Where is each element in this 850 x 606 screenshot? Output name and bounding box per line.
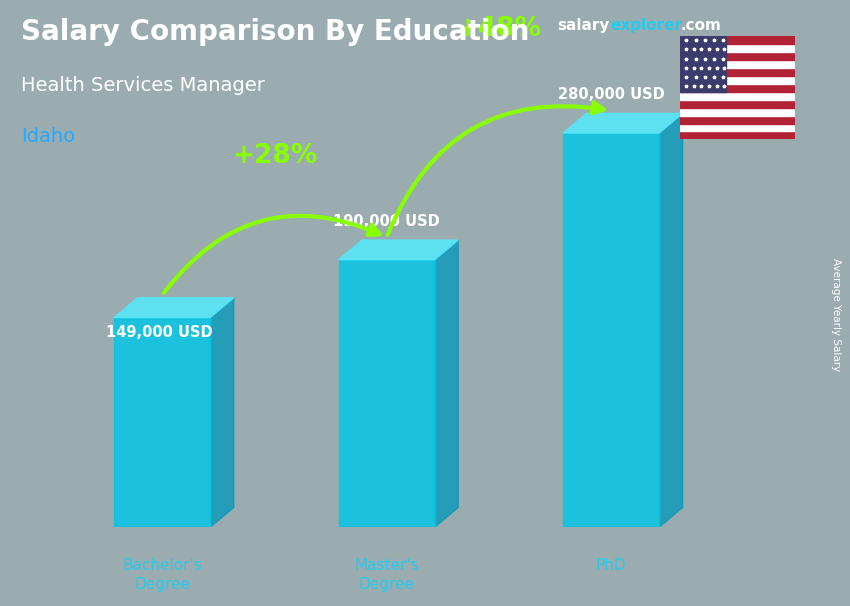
Text: .com: .com xyxy=(680,18,721,33)
Bar xyxy=(680,68,795,76)
Polygon shape xyxy=(563,113,683,133)
Bar xyxy=(680,124,795,132)
Polygon shape xyxy=(563,133,659,527)
Text: Average Yearly Salary: Average Yearly Salary xyxy=(831,259,842,371)
Text: Idaho: Idaho xyxy=(21,127,76,146)
Text: 190,000 USD: 190,000 USD xyxy=(333,214,440,229)
Text: 149,000 USD: 149,000 USD xyxy=(105,325,212,339)
Bar xyxy=(680,36,726,92)
Bar xyxy=(680,92,795,100)
Polygon shape xyxy=(659,113,683,527)
Text: Health Services Manager: Health Services Manager xyxy=(21,76,265,95)
Text: explorer: explorer xyxy=(610,18,683,33)
Bar xyxy=(680,84,795,92)
Polygon shape xyxy=(210,298,234,527)
Bar xyxy=(680,132,795,139)
Bar xyxy=(680,36,795,44)
Bar xyxy=(680,52,795,60)
Bar xyxy=(680,100,795,108)
Bar xyxy=(680,108,795,116)
Text: +48%: +48% xyxy=(456,16,541,42)
Polygon shape xyxy=(434,240,458,527)
Bar xyxy=(680,44,795,52)
Bar xyxy=(680,76,795,84)
Text: +28%: +28% xyxy=(232,142,317,168)
Text: Master's
Degree: Master's Degree xyxy=(354,558,419,592)
Text: salary: salary xyxy=(557,18,609,33)
Polygon shape xyxy=(338,240,458,260)
Text: Salary Comparison By Education: Salary Comparison By Education xyxy=(21,18,530,46)
Polygon shape xyxy=(338,260,434,527)
Polygon shape xyxy=(114,318,210,527)
Polygon shape xyxy=(114,298,234,318)
Bar xyxy=(680,60,795,68)
Text: PhD: PhD xyxy=(596,558,626,573)
Bar xyxy=(680,116,795,124)
Text: 280,000 USD: 280,000 USD xyxy=(558,87,665,102)
Text: Bachelor's
Degree: Bachelor's Degree xyxy=(122,558,202,592)
